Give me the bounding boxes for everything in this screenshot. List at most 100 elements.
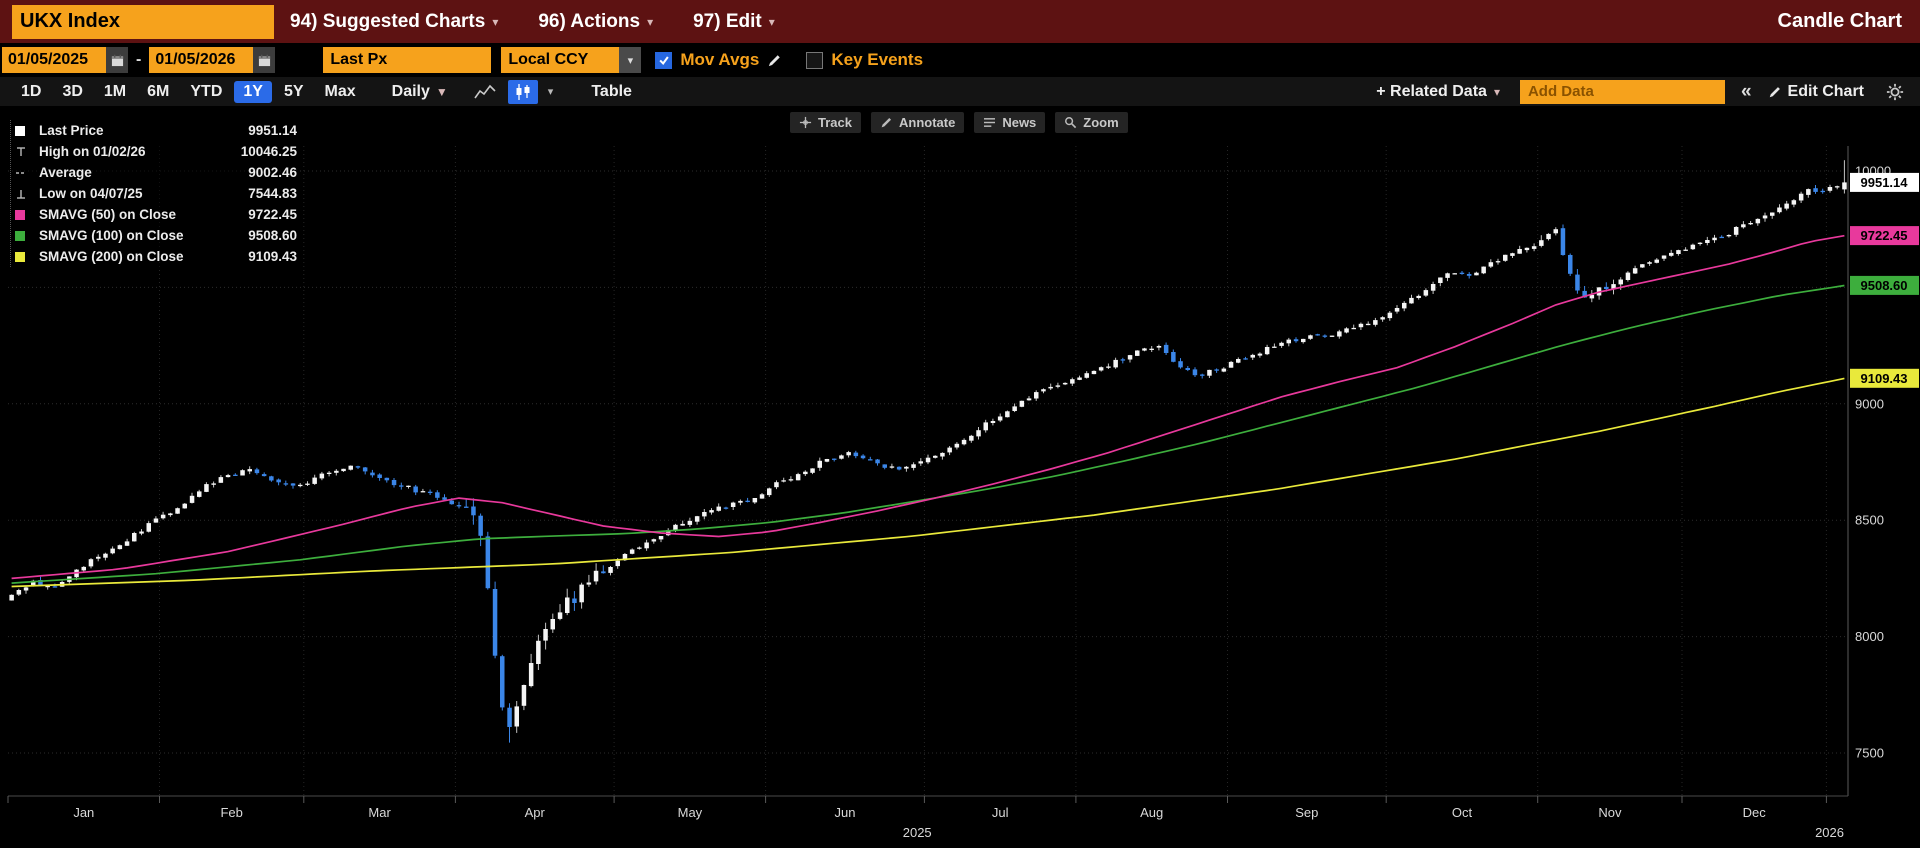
legend-row-smavg50[interactable]: SMAVG (50) on Close 9722.45 <box>15 204 297 225</box>
candle-chart[interactable]: 1000095009000850080007500JanFebMarAprMay… <box>0 106 1920 848</box>
caret-down-icon: ▾ <box>627 54 634 67</box>
mov-avgs-group: Mov Avgs <box>655 50 782 70</box>
menu-actions-label: 96) Actions <box>538 10 641 32</box>
high-marker-icon <box>15 146 39 158</box>
svg-text:Mar: Mar <box>368 805 391 820</box>
period-ytd[interactable]: YTD <box>190 82 223 100</box>
svg-text:Jul: Jul <box>992 805 1009 820</box>
zoom-label: Zoom <box>1083 115 1119 130</box>
key-events-group: Key Events <box>806 50 923 70</box>
legend-label: SMAVG (100) on Close <box>39 228 184 243</box>
price-field-select[interactable]: Last Px <box>323 47 492 73</box>
legend-label: Low on 04/07/25 <box>39 186 143 201</box>
low-marker-icon <box>15 188 39 200</box>
date-from-input[interactable] <box>2 47 106 73</box>
period-6m[interactable]: 6M <box>147 82 170 100</box>
legend-row-last-price[interactable]: Last Price 9951.14 <box>15 120 297 141</box>
news-label: News <box>1002 115 1037 130</box>
menu-actions[interactable]: 96) Actions ▾ <box>538 11 653 33</box>
currency-caret-button[interactable]: ▾ <box>619 47 642 73</box>
calendar-icon <box>258 54 270 66</box>
chart-legend: Last Price 9951.14 High on 01/02/26 1004… <box>10 120 297 267</box>
collapse-panel-button[interactable]: « <box>1740 80 1752 102</box>
legend-value: 9722.45 <box>248 207 297 222</box>
pencil-icon <box>1769 86 1780 97</box>
edit-chart-button[interactable]: Edit Chart <box>1768 83 1864 101</box>
legend-row-average[interactable]: Average 9002.46 <box>15 162 297 183</box>
line-chart-icon <box>474 84 496 98</box>
controls-bar: - Last Px Local CCY ▾ Mov Avgs <box>0 43 1920 77</box>
settings-button[interactable] <box>1886 83 1904 101</box>
legend-value: 9508.60 <box>248 228 297 243</box>
key-events-checkbox[interactable] <box>806 51 824 69</box>
period-1y[interactable]: 1Y <box>234 80 272 103</box>
menu-edit[interactable]: 97) Edit ▾ <box>693 11 775 33</box>
date-from-calendar-button[interactable] <box>106 47 128 73</box>
period-1d[interactable]: 1D <box>21 82 42 100</box>
news-lines-icon <box>984 118 996 127</box>
mov-avgs-label: Mov Avgs <box>680 50 760 69</box>
legend-row-low[interactable]: Low on 04/07/25 7544.83 <box>15 183 297 204</box>
candle-chart-type-button[interactable] <box>507 79 538 104</box>
legend-marker-smavg200 <box>15 251 25 262</box>
gear-icon <box>1886 83 1904 100</box>
menu-edit-label: 97) Edit <box>693 10 762 32</box>
edit-mov-avgs-button[interactable] <box>767 53 782 68</box>
line-chart-type-button[interactable] <box>474 83 496 101</box>
caret-down-icon: ▾ <box>492 14 499 29</box>
track-button[interactable]: Track <box>790 112 861 133</box>
period-1m[interactable]: 1M <box>103 82 127 100</box>
add-data-input[interactable] <box>1519 79 1725 104</box>
legend-value: 10046.25 <box>240 144 297 159</box>
legend-label: SMAVG (200) on Close <box>39 249 184 264</box>
chart-toolbar: 1D 3D 1M 6M YTD 1Y 5Y Max Daily ▼ ▾ T <box>0 77 1920 106</box>
date-to-input[interactable] <box>149 47 254 73</box>
currency-select[interactable]: Local CCY <box>501 47 620 73</box>
legend-value: 9951.14 <box>248 123 297 138</box>
date-to-calendar-button[interactable] <box>253 47 276 73</box>
period-max[interactable]: Max <box>324 82 356 100</box>
period-3d[interactable]: 3D <box>62 82 83 100</box>
pencil-icon <box>769 54 781 66</box>
menu-suggested-charts-label: 94) Suggested Charts <box>290 10 486 32</box>
svg-text:9109.43: 9109.43 <box>1861 371 1908 386</box>
svg-text:2025: 2025 <box>903 825 932 840</box>
zoom-button[interactable]: Zoom <box>1055 112 1128 133</box>
svg-text:Oct: Oct <box>1452 805 1473 820</box>
table-button[interactable]: Table <box>591 82 632 100</box>
svg-text:8500: 8500 <box>1855 513 1884 528</box>
frequency-select[interactable]: Daily ▼ <box>392 83 448 101</box>
svg-text:Nov: Nov <box>1598 805 1622 820</box>
svg-text:Dec: Dec <box>1743 805 1767 820</box>
news-button[interactable]: News <box>974 112 1046 133</box>
annotate-button[interactable]: Annotate <box>870 112 965 133</box>
svg-text:9508.60: 9508.60 <box>1861 278 1908 293</box>
security-input[interactable] <box>12 4 274 39</box>
mov-avgs-checkbox[interactable] <box>655 51 673 69</box>
legend-row-smavg200[interactable]: SMAVG (200) on Close 9109.43 <box>15 246 297 267</box>
legend-row-smavg100[interactable]: SMAVG (100) on Close 9508.60 <box>15 225 297 246</box>
average-marker-icon <box>15 167 39 179</box>
last-price-marker-icon <box>15 125 39 136</box>
svg-text:Feb: Feb <box>220 805 242 820</box>
svg-text:9722.45: 9722.45 <box>1861 228 1908 243</box>
chart-tool-buttons: Track Annotate News <box>790 112 1128 133</box>
check-icon <box>659 56 669 66</box>
svg-text:Jun: Jun <box>835 805 856 820</box>
menu-suggested-charts[interactable]: 94) Suggested Charts ▾ <box>290 11 498 33</box>
caret-down-icon: ▾ <box>647 14 654 29</box>
svg-text:Sep: Sep <box>1295 805 1318 820</box>
legend-value: 7544.83 <box>248 186 297 201</box>
related-data-button[interactable]: + Related Data ▾ <box>1376 83 1500 101</box>
legend-row-high[interactable]: High on 01/02/26 10046.25 <box>15 141 297 162</box>
track-label: Track <box>818 115 852 130</box>
period-5y[interactable]: 5Y <box>283 82 304 100</box>
chart-type-title: Candle Chart <box>1777 10 1902 32</box>
svg-text:7500: 7500 <box>1855 746 1884 761</box>
caret-down-icon: ▾ <box>1493 84 1500 99</box>
chart-type-caret-button[interactable]: ▾ <box>548 85 554 98</box>
calendar-icon <box>111 54 123 66</box>
svg-text:9951.14: 9951.14 <box>1861 175 1909 190</box>
caret-down-solid-icon: ▼ <box>435 84 448 99</box>
